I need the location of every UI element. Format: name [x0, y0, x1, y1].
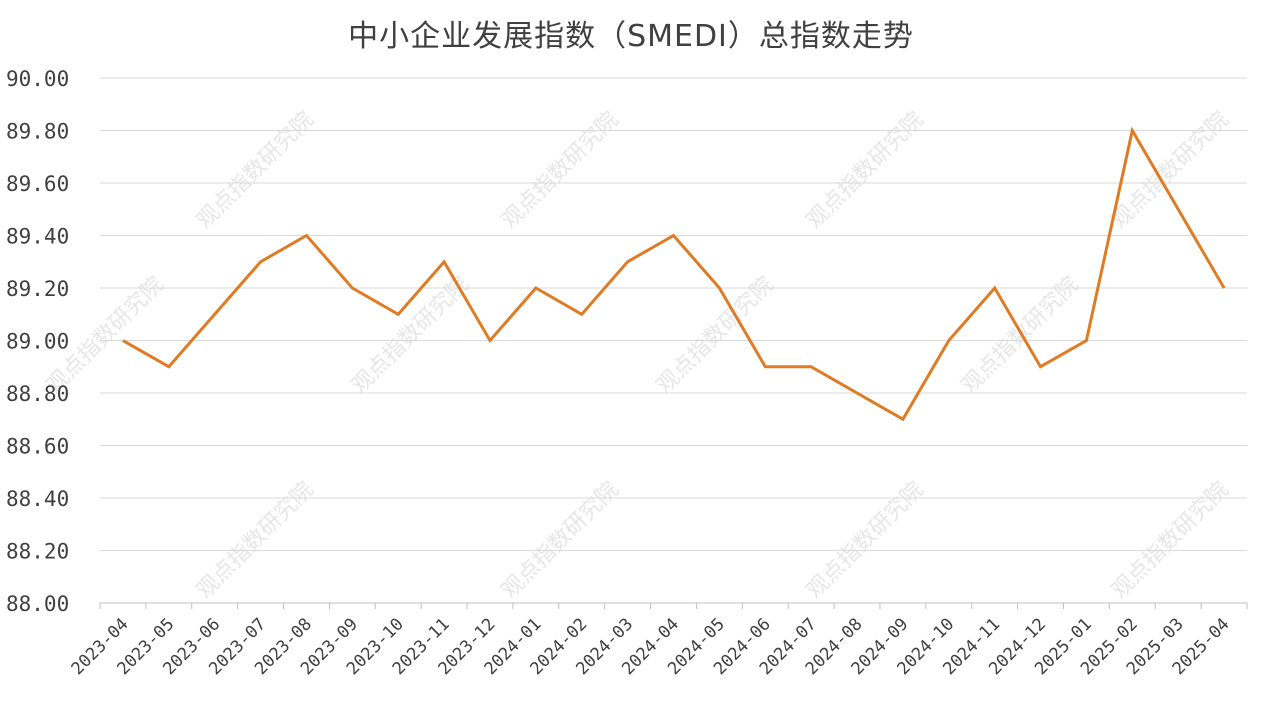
- watermark-text: 观点指数研究院: [497, 477, 624, 604]
- y-tick-label: 90.00: [6, 67, 69, 91]
- x-axis: [99, 602, 1248, 609]
- watermark-text: 观点指数研究院: [192, 477, 319, 604]
- y-tick-label: 88.20: [6, 540, 69, 564]
- watermark-text: 观点指数研究院: [652, 272, 779, 399]
- y-tick-label: 88.40: [6, 487, 69, 511]
- y-tick-label: 89.60: [6, 172, 69, 196]
- y-tick-label: 88.80: [6, 382, 69, 406]
- y-tick-label: 89.20: [6, 277, 69, 301]
- y-tick-label: 89.00: [6, 330, 69, 354]
- y-axis-ticks: 88.00 88.20 88.40 88.60 88.80 89.00 89.20 89.40…: [6, 67, 69, 616]
- watermark-text: 观点指数研究院: [802, 107, 929, 234]
- chart-title: 中小企业发展指数（SMEDI）总指数走势: [348, 19, 914, 54]
- watermark-text: 观点指数研究院: [347, 272, 474, 399]
- series-layer: [122, 126, 1226, 422]
- watermark-text: 观点指数研究院: [497, 107, 624, 234]
- watermark-text: 观点指数研究院: [192, 107, 319, 234]
- gridlines: [100, 77, 1247, 551]
- y-tick-label: 88.60: [6, 435, 69, 459]
- x-axis-ticks: 2023-042023-052023-062023-072023-082023-…: [68, 614, 1234, 679]
- y-tick-label: 88.00: [6, 592, 69, 616]
- watermark-text: 观点指数研究院: [1107, 477, 1234, 604]
- watermark-text: 观点指数研究院: [802, 477, 929, 604]
- watermark-text: 观点指数研究院: [1107, 107, 1234, 234]
- watermark-text: 观点指数研究院: [957, 272, 1084, 399]
- y-tick-label: 89.40: [6, 225, 69, 249]
- y-tick-label: 89.80: [6, 120, 69, 144]
